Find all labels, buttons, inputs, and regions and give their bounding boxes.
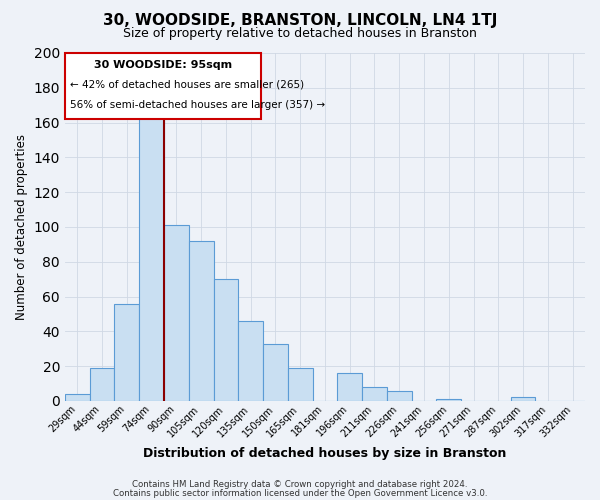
Bar bbox=[511, 398, 535, 401]
FancyBboxPatch shape bbox=[65, 53, 260, 119]
Bar bbox=[164, 225, 189, 401]
Bar bbox=[115, 304, 139, 401]
Text: Size of property relative to detached houses in Branston: Size of property relative to detached ho… bbox=[123, 28, 477, 40]
Bar bbox=[238, 321, 263, 401]
Text: 30, WOODSIDE, BRANSTON, LINCOLN, LN4 1TJ: 30, WOODSIDE, BRANSTON, LINCOLN, LN4 1TJ bbox=[103, 12, 497, 28]
Y-axis label: Number of detached properties: Number of detached properties bbox=[15, 134, 28, 320]
Bar bbox=[387, 390, 412, 401]
Text: 30 WOODSIDE: 95sqm: 30 WOODSIDE: 95sqm bbox=[94, 60, 232, 70]
X-axis label: Distribution of detached houses by size in Branston: Distribution of detached houses by size … bbox=[143, 447, 506, 460]
Bar bbox=[436, 399, 461, 401]
Text: ← 42% of detached houses are smaller (265): ← 42% of detached houses are smaller (26… bbox=[70, 80, 304, 90]
Text: Contains HM Land Registry data © Crown copyright and database right 2024.: Contains HM Land Registry data © Crown c… bbox=[132, 480, 468, 489]
Bar bbox=[362, 387, 387, 401]
Text: 56% of semi-detached houses are larger (357) →: 56% of semi-detached houses are larger (… bbox=[70, 100, 325, 110]
Bar bbox=[189, 241, 214, 401]
Bar bbox=[288, 368, 313, 401]
Bar bbox=[263, 344, 288, 401]
Bar bbox=[214, 279, 238, 401]
Bar bbox=[65, 394, 89, 401]
Bar bbox=[139, 114, 164, 401]
Bar bbox=[337, 373, 362, 401]
Text: Contains public sector information licensed under the Open Government Licence v3: Contains public sector information licen… bbox=[113, 488, 487, 498]
Bar bbox=[89, 368, 115, 401]
